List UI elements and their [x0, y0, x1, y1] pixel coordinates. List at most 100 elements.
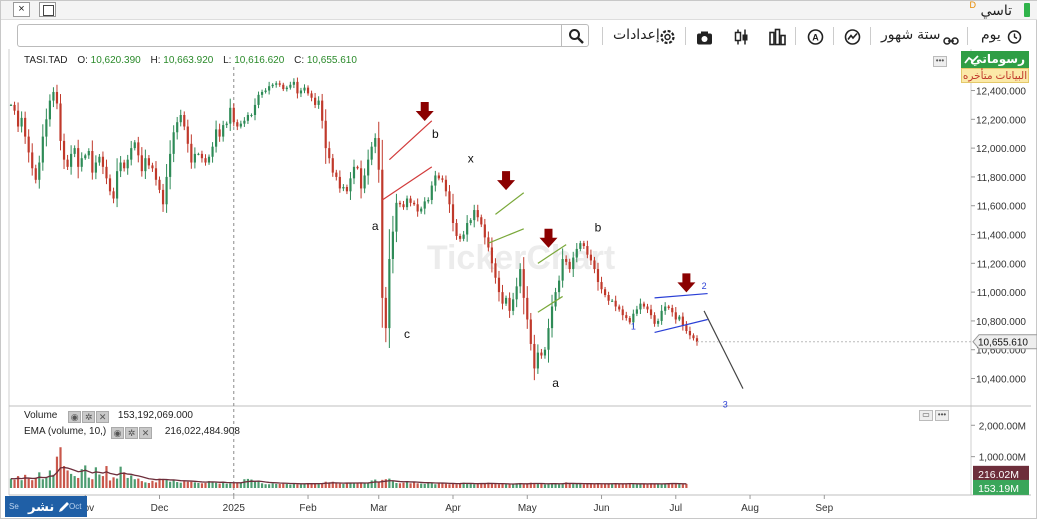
- candlestick-icon[interactable]: [733, 27, 750, 47]
- volume-bar: [678, 483, 681, 488]
- time-tick-label: Jul: [669, 503, 682, 514]
- close-window-button[interactable]: ×: [13, 2, 30, 17]
- volume-bar: [328, 482, 331, 488]
- camera-icon[interactable]: [696, 28, 713, 48]
- candle-body: [614, 300, 617, 307]
- visibility-icon[interactable]: ◉: [111, 427, 125, 439]
- candle-body: [310, 93, 313, 98]
- candle-body: [239, 123, 242, 127]
- candle-body: [87, 151, 90, 156]
- candle-body: [321, 100, 324, 121]
- candle-body: [345, 187, 349, 192]
- candle-body: [193, 153, 196, 163]
- candle-body: [296, 81, 299, 94]
- volume-bar: [508, 484, 511, 488]
- candle-body: [183, 115, 186, 127]
- wave-label: 2: [702, 281, 707, 291]
- volume-bar: [628, 482, 631, 488]
- volume-bar: [91, 479, 94, 488]
- volume-bar: [179, 482, 182, 488]
- candle-body: [356, 166, 359, 169]
- status-indicator: [1024, 3, 1030, 17]
- volume-bar: [147, 482, 151, 488]
- candle-body: [377, 138, 380, 170]
- price-tick-label: 10,600.000: [976, 346, 1026, 357]
- ema-badge: 216.02M: [978, 469, 1019, 481]
- candle-body: [285, 87, 288, 90]
- volume-bar: [271, 483, 274, 488]
- candle-body: [437, 175, 440, 179]
- candle-body: [374, 138, 377, 147]
- wave-label: 1: [631, 322, 636, 332]
- publish-button[interactable]: Se نشر Oct: [5, 496, 87, 517]
- settings-label[interactable]: إعدادات: [613, 26, 660, 42]
- chart-options-button[interactable]: •••: [933, 56, 947, 67]
- volume-bar: [391, 481, 394, 488]
- candle-body: [9, 104, 13, 106]
- candle-body: [405, 198, 409, 208]
- volume-bar: [487, 482, 490, 488]
- close-icon[interactable]: ✕: [96, 411, 110, 423]
- close-icon[interactable]: ✕: [139, 427, 153, 439]
- candle-body: [115, 171, 119, 199]
- gear-icon[interactable]: ✲: [125, 427, 139, 439]
- candle-body: [16, 110, 20, 127]
- volume-bar: [193, 482, 196, 488]
- gear-icon[interactable]: [659, 27, 676, 47]
- candle-body: [536, 352, 539, 369]
- period-selector[interactable]: ستة شهور: [881, 26, 941, 42]
- volume-bar: [526, 483, 529, 488]
- last-price-label: 10,655.610: [978, 338, 1028, 349]
- volume-bar: [515, 483, 518, 488]
- time-tick-label: Aug: [741, 503, 759, 514]
- candle-body: [289, 84, 292, 88]
- volume-bar: [621, 484, 624, 488]
- brand-badge[interactable]: رسوماتي: [961, 51, 1029, 68]
- trend-drawings: [381, 120, 744, 389]
- volume-bar: [579, 483, 582, 488]
- panel-options-button[interactable]: •••: [935, 410, 949, 421]
- volume-bar: [448, 484, 451, 488]
- bar-chart-icon[interactable]: [769, 27, 786, 47]
- maximize-window-button[interactable]: [39, 2, 56, 17]
- indicator-icon[interactable]: [844, 27, 861, 47]
- interval-selector[interactable]: يوم: [981, 26, 1001, 42]
- gear-icon[interactable]: ✲: [82, 411, 96, 423]
- candle-body: [441, 178, 444, 180]
- volume-bar: [105, 466, 108, 488]
- volume-bar: [80, 469, 83, 488]
- volume-bar: [671, 482, 674, 488]
- candle-body: [487, 237, 490, 248]
- channel-line-upper: [495, 192, 525, 215]
- candle-body: [497, 277, 501, 293]
- candle-body: [572, 257, 575, 270]
- candle-body: [625, 315, 628, 319]
- symbol-search-box[interactable]: [17, 24, 589, 47]
- volume-bar: [596, 483, 600, 488]
- delayed-data-notice: البيانات متأخره: [961, 68, 1029, 83]
- candle-body: [20, 117, 23, 127]
- high-label: H:: [150, 55, 161, 66]
- panel-maximize-button[interactable]: ▭: [919, 410, 933, 421]
- volume-bar: [642, 483, 646, 488]
- volume-bar: [207, 481, 211, 488]
- candle-body: [98, 156, 101, 163]
- time-tick-label: Jun: [593, 503, 609, 514]
- candle-body: [462, 234, 465, 239]
- candle-body: [512, 299, 515, 311]
- visibility-icon[interactable]: ◉: [68, 411, 82, 423]
- volume-bar: [480, 483, 483, 488]
- price-tick-label: 12,200.000: [976, 115, 1026, 126]
- volume-bar: [405, 481, 409, 488]
- volume-bar: [321, 483, 324, 488]
- volume-bar: [183, 481, 186, 488]
- candle-body: [501, 292, 504, 304]
- volume-bar: [681, 484, 684, 488]
- search-button[interactable]: [561, 25, 588, 46]
- volume-bar: [34, 477, 37, 488]
- alert-icon[interactable]: A: [807, 27, 824, 47]
- candle-body: [13, 104, 16, 111]
- candle-body: [533, 343, 536, 369]
- price-tick-label: 11,400.000: [977, 231, 1027, 242]
